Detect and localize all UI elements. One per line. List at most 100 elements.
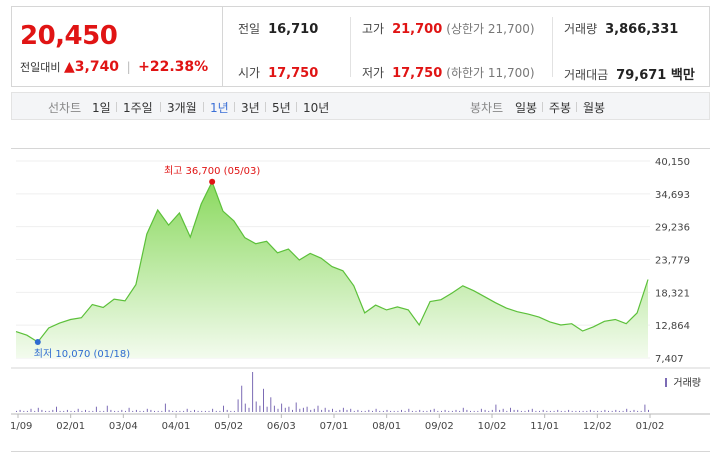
volume-bar: [332, 408, 333, 412]
price-area-fill: [16, 181, 648, 358]
volume-bar: [74, 410, 76, 412]
volume-bar: [397, 410, 399, 412]
change-row: 전일대비 ▲3,740 | +22.38%: [20, 59, 208, 75]
change-divider: |: [126, 60, 131, 74]
volume-bar: [59, 410, 61, 412]
volume-bar: [593, 410, 595, 412]
y-tick-label: 18,321: [655, 288, 690, 299]
volume-bar: [622, 410, 624, 412]
volume-bar: [466, 409, 468, 412]
divider: [116, 102, 117, 112]
stat-value: 21,700: [392, 22, 443, 37]
stat-high: 고가 21,700 (상한가 21,700): [362, 20, 535, 37]
period-10y-button[interactable]: 10년: [303, 101, 330, 115]
volume-bar: [615, 409, 617, 412]
volume-bar: [77, 408, 79, 412]
volume-bar: [281, 403, 283, 412]
x-tick-label: 05/02: [214, 421, 243, 432]
volume-bar: [190, 410, 192, 412]
volume-bar: [197, 410, 199, 412]
volume-bar: [292, 409, 293, 412]
period-1y-button[interactable]: 1년: [210, 101, 229, 115]
volume-bar: [201, 410, 203, 412]
period-1d-button[interactable]: 1일: [92, 101, 111, 115]
volume-bar: [230, 410, 232, 412]
y-tick-label: 34,693: [655, 190, 690, 201]
volume-bar: [648, 409, 649, 412]
volume-bar: [510, 407, 511, 412]
volume-bar: [546, 410, 548, 412]
period-3y-button[interactable]: 3년: [241, 101, 260, 115]
volume-bar: [16, 410, 17, 412]
volume-bar: [34, 410, 36, 412]
volume-bar: [99, 410, 101, 412]
volume-bar: [382, 410, 384, 412]
volume-bar: [364, 410, 366, 412]
divider: [296, 102, 297, 112]
volume-bar: [342, 407, 344, 412]
volume-bar: [600, 410, 602, 412]
volume-bar: [539, 410, 540, 412]
volume-bar: [379, 410, 381, 412]
volume-bar: [499, 409, 501, 412]
stat-prev-close: 전일 16,710: [238, 20, 318, 37]
volume-bar: [411, 410, 413, 412]
volume-bar: [571, 410, 573, 412]
volume-bar: [263, 388, 264, 412]
volume-bar: [157, 410, 159, 412]
volume-bar: [146, 408, 148, 412]
volume-bar: [204, 410, 206, 412]
candle-monthly-button[interactable]: 월봉: [583, 101, 606, 115]
volume-bar: [215, 410, 217, 412]
volume-bar: [433, 408, 435, 412]
stat-label: 시가: [238, 66, 261, 80]
volume-bar: [524, 410, 526, 412]
divider: [265, 102, 266, 112]
volume-bar: [597, 410, 599, 412]
candle-daily-button[interactable]: 일봉: [515, 101, 538, 115]
volume-bar: [528, 409, 530, 412]
stat-value: 17,750: [392, 66, 443, 81]
volume-legend: 거래량: [673, 377, 701, 389]
x-tick-label: 02/01: [56, 421, 85, 432]
stat-sub: (하한가 11,700): [446, 66, 535, 80]
volume-bar: [66, 409, 68, 412]
volume-bar: [212, 408, 214, 412]
volume-bar: [226, 409, 228, 412]
period-1w-button[interactable]: 1주일: [123, 101, 153, 115]
x-tick-label: 07/01: [320, 421, 349, 432]
volume-bar: [259, 405, 261, 412]
volume-bar: [564, 410, 566, 412]
volume-bar: [41, 409, 43, 412]
y-tick-label: 40,150: [655, 157, 690, 168]
volume-bar: [611, 410, 613, 412]
candle-weekly-button[interactable]: 주봉: [549, 101, 572, 115]
volume-bar: [520, 410, 522, 412]
period-3m-button[interactable]: 3개월: [167, 101, 197, 115]
volume-bar: [310, 409, 312, 412]
volume-bar: [415, 410, 417, 412]
x-tick-label: 11/01: [530, 421, 559, 432]
volume-bar: [404, 410, 406, 412]
divider: [203, 102, 204, 112]
volume-bar: [560, 410, 562, 412]
volume-bar: [390, 410, 392, 412]
volume-bar: [110, 409, 112, 412]
volume-bar: [154, 410, 155, 412]
volume-bar: [95, 406, 97, 412]
volume-bar: [150, 409, 152, 412]
volume-bar: [81, 410, 83, 412]
volume-bar: [172, 410, 174, 412]
volume-bar: [542, 409, 544, 412]
divider: [542, 102, 543, 112]
volume-bar: [386, 409, 388, 412]
stat-value: 3,866,331: [605, 22, 679, 37]
volume-bar: [56, 406, 57, 412]
y-tick-label: 29,236: [655, 223, 690, 234]
volume-bar: [549, 410, 551, 412]
volume-bar: [175, 410, 177, 412]
period-5y-button[interactable]: 5년: [272, 101, 291, 115]
volume-bar: [248, 407, 250, 412]
volume-bar: [586, 410, 588, 412]
